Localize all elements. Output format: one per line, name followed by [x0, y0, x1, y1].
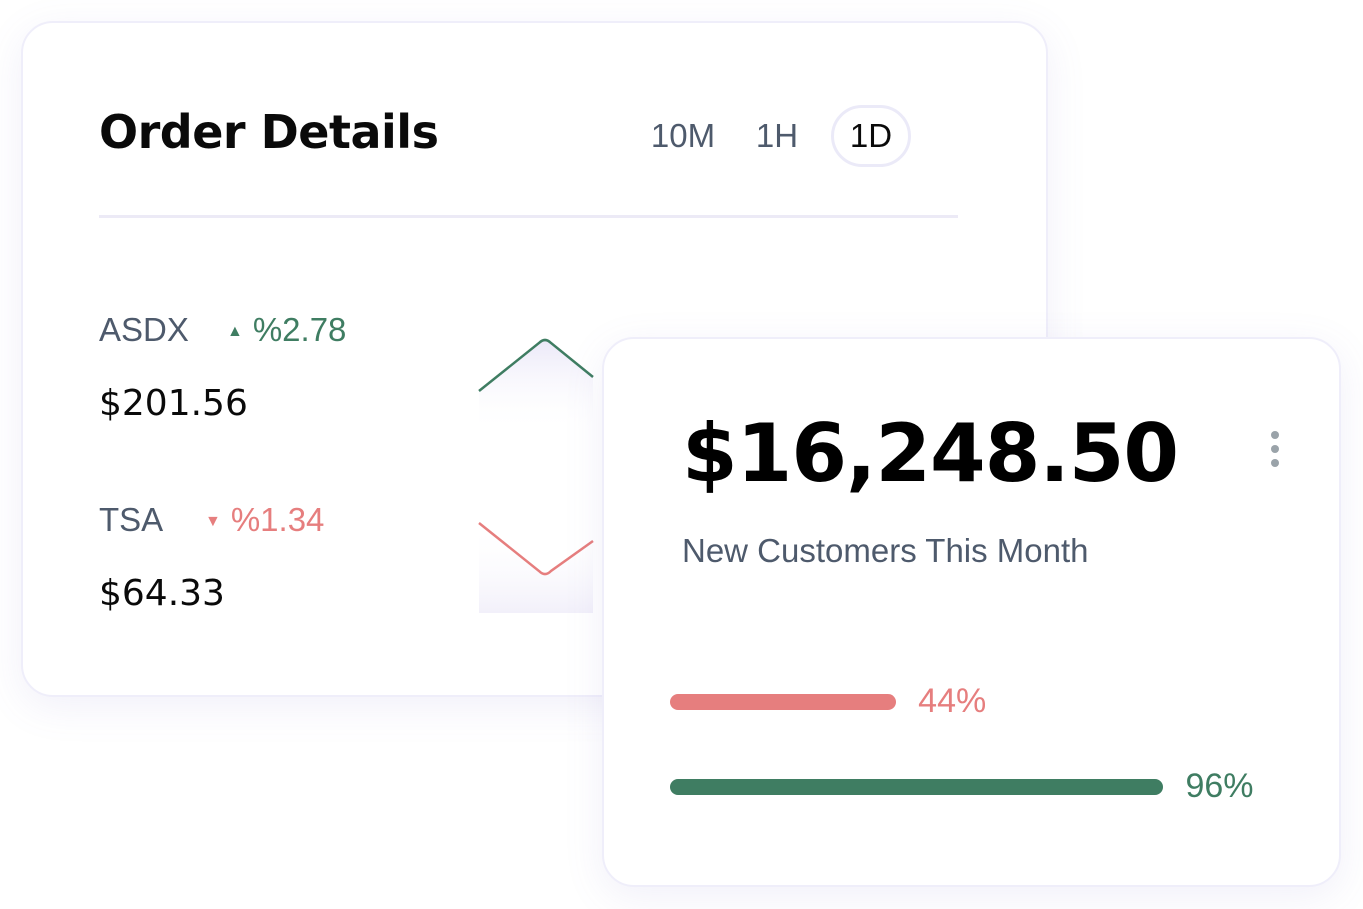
progress-bar-96	[670, 779, 1164, 795]
asdx-sparkline	[478, 338, 594, 392]
progress-label: 96%	[1185, 767, 1254, 805]
ticker-symbol: TSA	[99, 501, 164, 538]
tsa-sparkline-fill	[479, 523, 593, 613]
triangle-down-icon: ▼	[205, 513, 221, 531]
amount: $16,248.50	[682, 407, 1179, 500]
ticker-price: $64.33	[99, 573, 225, 614]
ticker-symbol: ASDX	[99, 311, 189, 348]
tab-1d[interactable]: 1D	[831, 105, 911, 167]
tab-1h[interactable]: 1H	[755, 117, 799, 154]
triangle-up-icon: ▲	[227, 323, 243, 341]
ticker-change: ▲ %2.78	[227, 311, 347, 348]
ticker-change: ▼ %1.34	[205, 501, 325, 538]
subtitle: New Customers This Month	[682, 532, 1089, 569]
progress-bar-44	[670, 694, 897, 710]
ticker-price: $201.56	[99, 383, 248, 424]
more-vertical-icon[interactable]	[1268, 431, 1282, 467]
card-title: Order Details	[99, 105, 439, 159]
customers-card: $16,248.50 New Customers This Month 44% …	[602, 337, 1341, 887]
sparklines	[478, 338, 791, 613]
tab-10m[interactable]: 10M	[650, 117, 716, 154]
time-range-tabs: 10M 1H 1D	[643, 105, 925, 167]
asdx-sparkline-fill	[479, 340, 593, 433]
tsa-sparkline	[478, 522, 594, 576]
progress-label: 44%	[918, 682, 987, 720]
divider	[99, 215, 958, 218]
